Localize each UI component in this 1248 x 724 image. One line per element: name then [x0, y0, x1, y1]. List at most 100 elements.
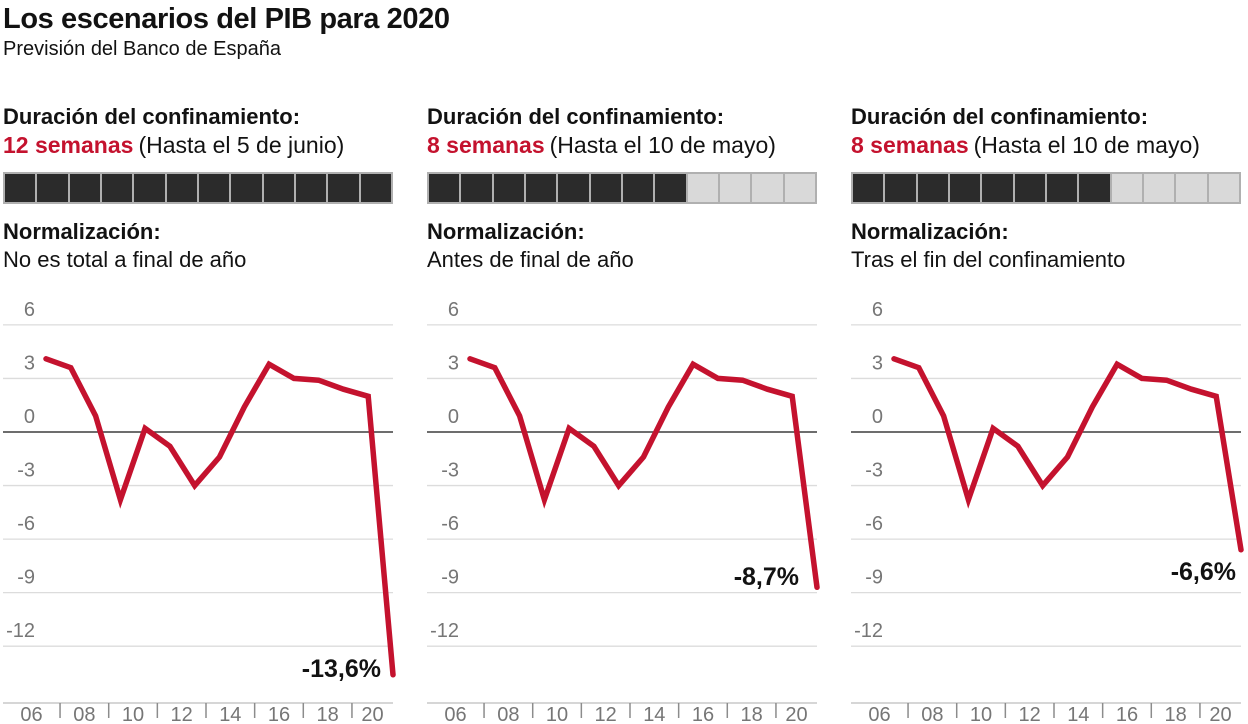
normalization-desc: Antes de final de año	[427, 247, 634, 272]
week-cell-filled	[5, 174, 36, 202]
y-axis-tick-label: -6	[17, 513, 35, 535]
x-axis-tick-label: 14	[219, 704, 241, 724]
duration-note: (Hasta el 10 de mayo)	[549, 132, 776, 158]
normalization-desc: Tras el fin del confinamiento	[851, 247, 1126, 272]
duration-label: Duración del confinamiento:	[851, 104, 1149, 129]
x-axis-tick-label: 06	[444, 704, 466, 724]
duration-label: Duración del confinamiento:	[3, 104, 301, 129]
x-axis-tick-label: 06	[20, 704, 42, 724]
y-axis-tick-label: -6	[865, 513, 883, 535]
week-cell-filled	[885, 174, 916, 202]
x-axis-tick-label: 12	[595, 704, 617, 724]
duration-value: 8 semanas	[851, 132, 969, 158]
lockdown-weeks-bar	[851, 172, 1241, 204]
week-cell-filled	[949, 174, 981, 202]
y-axis-tick-label: 3	[24, 352, 35, 374]
x-axis-tick-label: 16	[268, 704, 290, 724]
normalization-label: Normalización:	[3, 219, 161, 244]
x-axis-tick-label: 18	[317, 704, 339, 724]
gdp-line-chart-1: 6 3 0 -3 -6 -9 -12 06 08 10 12 14 16 18 20 -13,6%	[3, 299, 396, 724]
y-axis-tick-label: -12	[430, 620, 459, 642]
y-axis-tick-label: -3	[17, 460, 35, 482]
week-cell-filled	[295, 174, 327, 202]
x-axis-tick-label: 08	[73, 704, 95, 724]
y-axis-tick-label: 6	[872, 299, 883, 321]
page-subtitle: Previsión del Banco de España	[3, 38, 281, 60]
x-axis-tick-label: 06	[868, 704, 890, 724]
duration-note: (Hasta el 5 de junio)	[138, 132, 345, 158]
week-cell-filled	[134, 174, 165, 202]
duration-value: 12 semanas	[3, 132, 134, 158]
week-cell-empty	[784, 174, 815, 202]
normalization-desc: No es total a final de año	[3, 247, 247, 272]
duration-line: 12 semanas (Hasta el 5 de junio)	[3, 131, 393, 159]
y-axis-tick-label: 0	[24, 406, 35, 428]
x-axis-tick-label: 12	[171, 704, 193, 724]
x-axis-tick-label: 20	[361, 704, 383, 724]
x-axis-tick-label: 12	[1019, 704, 1041, 724]
week-cell-filled	[429, 174, 460, 202]
x-axis-tick-label: 16	[692, 704, 714, 724]
gdp-line-chart-3: 6 3 0 -3 -6 -9 -12 06 08 10 12 14 16 18 20 -6,6%	[851, 299, 1244, 724]
x-axis-tick-label: 10	[546, 704, 568, 724]
normalization-label: Normalización:	[427, 219, 585, 244]
week-cell-empty	[1176, 174, 1207, 202]
x-axis-tick-label: 18	[1165, 704, 1187, 724]
x-axis-tick-label: 20	[1209, 704, 1231, 724]
x-axis-tick-label: 20	[785, 704, 807, 724]
x-axis-tick-label: 08	[921, 704, 943, 724]
x-axis-tick-label: 16	[1116, 704, 1138, 724]
week-cell-filled	[328, 174, 359, 202]
y-axis-tick-label: -12	[6, 620, 35, 642]
week-cell-filled	[982, 174, 1013, 202]
week-cell-filled	[166, 174, 197, 202]
y-axis-tick-label: -12	[854, 620, 883, 642]
week-cell-empty	[687, 174, 718, 202]
week-cell-filled	[198, 174, 230, 202]
x-axis-tick-label: 14	[643, 704, 665, 724]
value-2020-label: -13,6%	[302, 655, 381, 683]
scenario-panel-3: Duración del confinamiento: 8 semanas (Ha…	[851, 103, 1244, 724]
week-cell-filled	[1046, 174, 1078, 202]
week-cell-filled	[231, 174, 262, 202]
week-cell-filled	[461, 174, 492, 202]
week-cell-filled	[590, 174, 621, 202]
lockdown-weeks-bar	[427, 172, 817, 204]
week-cell-filled	[853, 174, 884, 202]
y-axis-tick-label: -9	[441, 567, 459, 589]
week-cell-filled	[1014, 174, 1045, 202]
week-cell-empty	[1143, 174, 1175, 202]
page-title: Los escenarios del PIB para 2020	[3, 3, 450, 35]
y-axis-tick-label: 6	[448, 299, 459, 321]
x-axis-tick-label: 10	[122, 704, 144, 724]
gdp-line	[43, 356, 396, 678]
y-axis-tick-label: 3	[872, 352, 883, 374]
y-axis-tick-label: -6	[441, 513, 459, 535]
y-axis-tick-label: -9	[865, 567, 883, 589]
value-2020-label: -6,6%	[1171, 558, 1236, 586]
scenario-panel-1: Duración del confinamiento: 12 semanas (H…	[3, 103, 396, 724]
week-cell-filled	[1079, 174, 1110, 202]
y-axis-tick-label: 0	[872, 406, 883, 428]
gdp-line	[467, 356, 820, 591]
scenario-grid: Duración del confinamiento: 12 semanas (H…	[3, 103, 1248, 724]
week-cell-filled	[493, 174, 524, 202]
y-axis-tick-label: -3	[865, 460, 883, 482]
week-cell-empty	[752, 174, 783, 202]
x-axis-tick-label: 10	[970, 704, 992, 724]
week-cell-filled	[69, 174, 100, 202]
gdp-line	[891, 356, 1244, 553]
scenario-panel-2: Duración del confinamiento: 8 semanas (Ha…	[427, 103, 820, 724]
duration-note: (Hasta el 10 de mayo)	[973, 132, 1200, 158]
y-axis-tick-label: 6	[24, 299, 35, 321]
week-cell-empty	[1111, 174, 1142, 202]
week-cell-filled	[655, 174, 686, 202]
value-2020-label: -8,7%	[734, 563, 799, 591]
duration-line: 8 semanas (Hasta el 10 de mayo)	[851, 131, 1241, 159]
duration-label: Duración del confinamiento:	[427, 104, 725, 129]
y-axis-tick-label: 3	[448, 352, 459, 374]
week-cell-filled	[525, 174, 557, 202]
x-axis-tick-label: 18	[741, 704, 763, 724]
week-cell-empty	[719, 174, 751, 202]
